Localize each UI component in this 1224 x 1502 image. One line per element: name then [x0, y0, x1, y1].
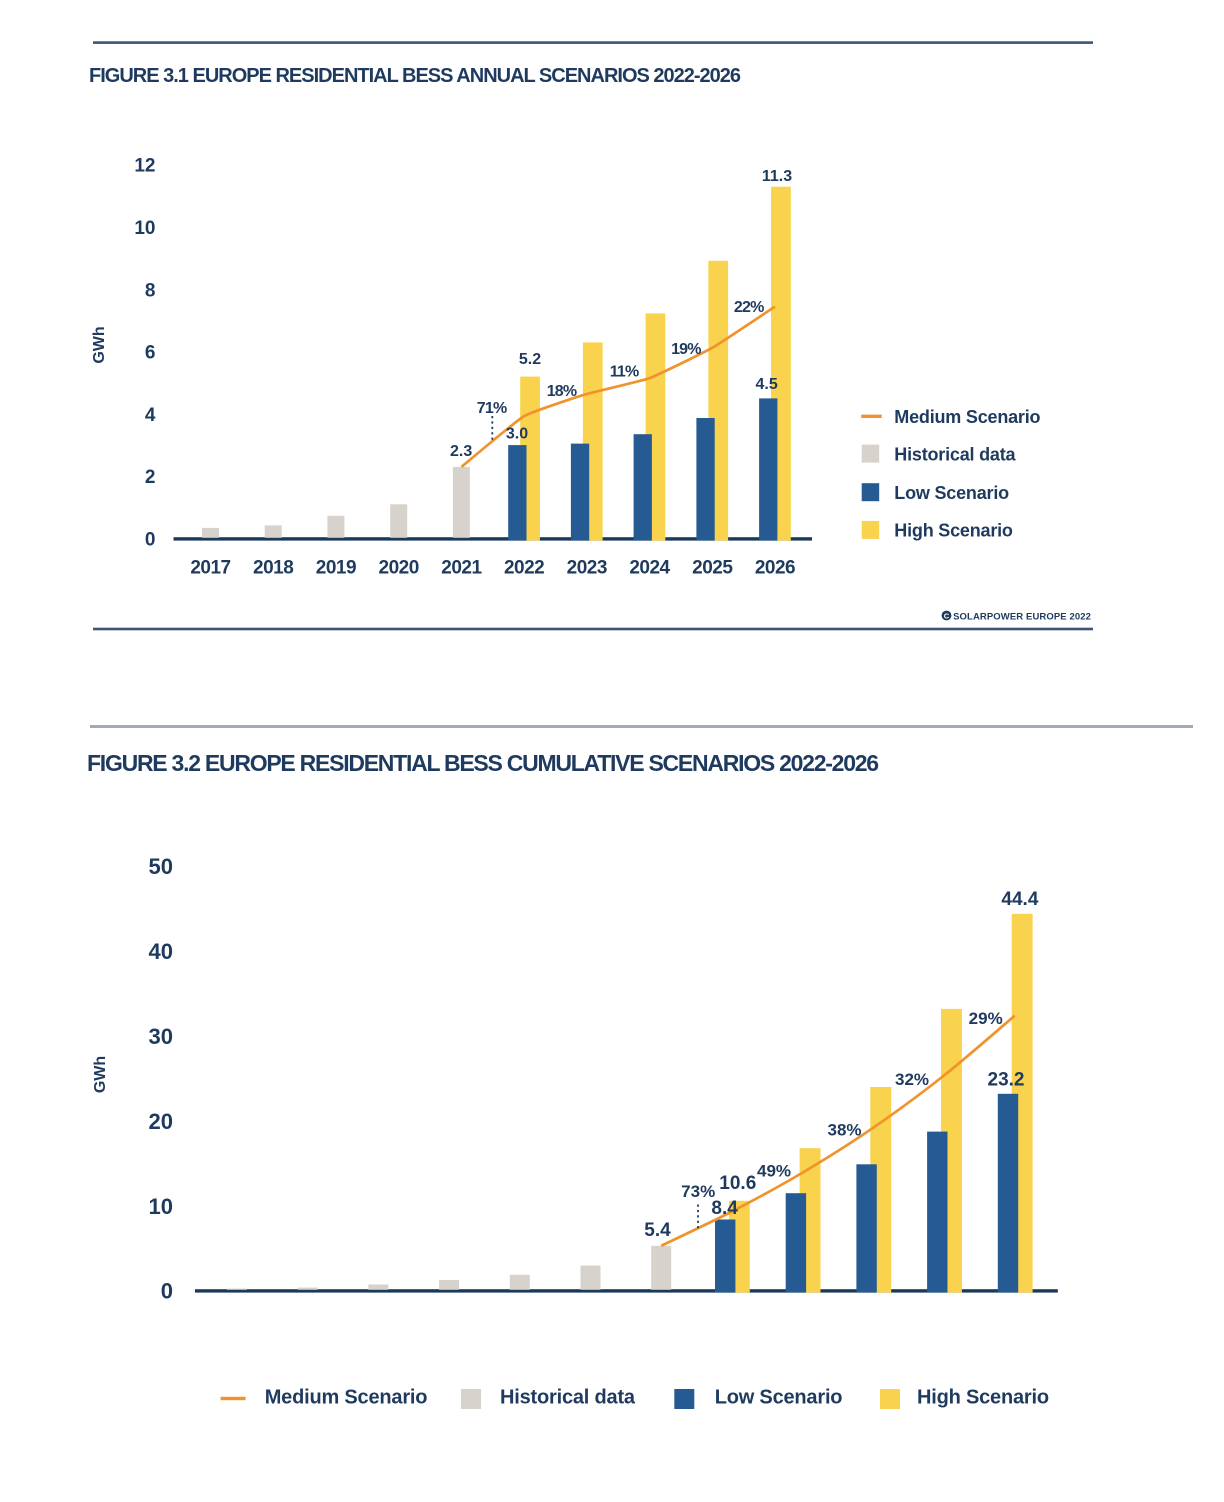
svg-text:GWh: GWh — [91, 326, 108, 363]
svg-text:19%: 19% — [671, 341, 701, 358]
svg-text:Historical data: Historical data — [894, 444, 1016, 464]
svg-text:10.6: 10.6 — [719, 1173, 756, 1194]
svg-text:29%: 29% — [969, 1009, 1003, 1028]
svg-text:High Scenario: High Scenario — [917, 1386, 1049, 1408]
svg-text:10: 10 — [134, 218, 155, 239]
svg-text:49%: 49% — [757, 1162, 791, 1181]
svg-text:2017: 2017 — [190, 558, 230, 579]
svg-text:2020: 2020 — [379, 558, 419, 579]
svg-text:High Scenario: High Scenario — [894, 521, 1013, 541]
svg-text:12: 12 — [134, 156, 155, 177]
svg-text:FIGURE 3.2 EUROPE RESIDENTIAL: FIGURE 3.2 EUROPE RESIDENTIAL BESS CUMUL… — [87, 750, 878, 776]
svg-text:2025: 2025 — [692, 558, 733, 579]
svg-text:SOLARPOWER EUROPE 2022: SOLARPOWER EUROPE 2022 — [953, 612, 1091, 623]
svg-text:2.3: 2.3 — [450, 443, 472, 460]
svg-text:20: 20 — [149, 1109, 173, 1134]
svg-text:73%: 73% — [681, 1182, 715, 1201]
svg-text:44.4: 44.4 — [1001, 889, 1038, 910]
svg-text:Medium Scenario: Medium Scenario — [894, 407, 1040, 427]
svg-text:2022: 2022 — [504, 558, 544, 579]
svg-text:32%: 32% — [895, 1070, 929, 1089]
svg-text:3.0: 3.0 — [506, 426, 528, 443]
svg-text:Historical data: Historical data — [500, 1386, 636, 1408]
svg-text:0: 0 — [161, 1279, 173, 1304]
svg-text:23.2: 23.2 — [988, 1069, 1025, 1090]
svg-text:Low Scenario: Low Scenario — [715, 1386, 843, 1408]
svg-text:4: 4 — [145, 405, 156, 426]
svg-text:Low Scenario: Low Scenario — [894, 483, 1009, 503]
svg-text:30: 30 — [149, 1024, 173, 1049]
svg-text:22%: 22% — [734, 299, 764, 316]
svg-text:2026: 2026 — [755, 558, 795, 579]
svg-text:2019: 2019 — [316, 558, 356, 579]
svg-text:C: C — [944, 611, 950, 620]
svg-text:GWh: GWh — [92, 1056, 109, 1093]
svg-text:10: 10 — [149, 1194, 173, 1219]
svg-text:2023: 2023 — [567, 558, 607, 579]
svg-text:40: 40 — [149, 939, 173, 964]
svg-text:11%: 11% — [610, 364, 639, 381]
svg-text:6: 6 — [145, 343, 156, 364]
svg-text:8: 8 — [145, 280, 156, 301]
svg-text:18%: 18% — [547, 383, 577, 400]
svg-text:Medium Scenario: Medium Scenario — [265, 1386, 428, 1408]
svg-text:4.5: 4.5 — [755, 376, 777, 393]
svg-text:71%: 71% — [477, 400, 507, 417]
svg-text:50: 50 — [149, 854, 173, 879]
svg-text:2024: 2024 — [629, 558, 670, 579]
svg-text:2021: 2021 — [441, 558, 482, 579]
svg-text:5.4: 5.4 — [644, 1220, 671, 1241]
svg-text:11.3: 11.3 — [762, 168, 792, 185]
svg-text:0: 0 — [145, 529, 156, 550]
svg-text:2018: 2018 — [253, 558, 293, 579]
svg-text:5.2: 5.2 — [519, 351, 541, 368]
svg-text:2: 2 — [145, 467, 156, 488]
svg-text:8.4: 8.4 — [711, 1198, 738, 1219]
svg-text:38%: 38% — [827, 1121, 861, 1140]
svg-text:FIGURE 3.1 EUROPE RESIDENTIAL: FIGURE 3.1 EUROPE RESIDENTIAL BESS ANNUA… — [89, 65, 741, 87]
